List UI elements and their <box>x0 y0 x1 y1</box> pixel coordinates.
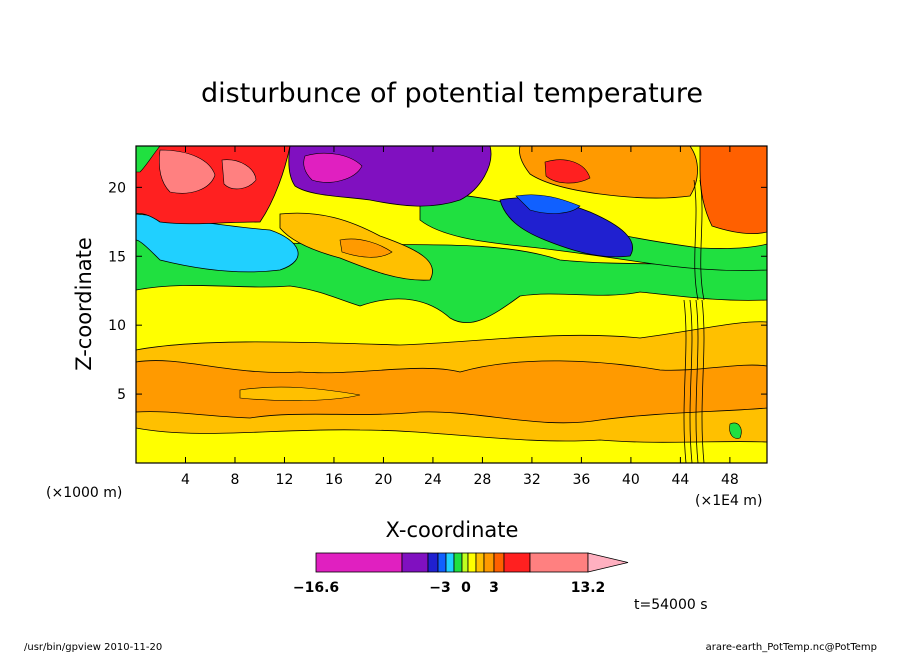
y-tick-label: 10 <box>108 318 126 334</box>
colorbar-segment <box>461 552 469 573</box>
colorbar-tick-label: −3 <box>429 580 450 596</box>
colorbar-segment <box>437 552 447 573</box>
y-tick-label: 5 <box>117 387 126 403</box>
colorbar-tick-label: 3 <box>489 580 499 596</box>
x-tick-label: 36 <box>572 472 590 488</box>
colorbar-segment <box>529 552 589 573</box>
colorbar-segment <box>315 552 403 573</box>
band-top-magenta <box>303 153 363 183</box>
band-top-red-right <box>544 159 591 184</box>
colorbar-extend-arrow <box>587 552 629 573</box>
footer-left: /usr/bin/gpview 2010-11-20 <box>24 642 162 653</box>
band-core-orange <box>136 360 767 424</box>
colorbar-segment <box>401 552 429 573</box>
time-label: t=54000 s <box>634 597 708 613</box>
footer-right: arare-earth_PotTemp.nc@PotTemp <box>706 642 877 653</box>
colorbar-segment <box>445 552 455 573</box>
colorbar-segment <box>503 552 531 573</box>
x-tick-label: 4 <box>181 472 190 488</box>
plot-frame <box>135 145 768 464</box>
x-unit-right: (×1E4 m) <box>695 493 762 509</box>
x-unit-left: (×1000 m) <box>46 485 122 501</box>
colorbar-segment <box>475 552 485 573</box>
x-tick-label: 24 <box>424 472 442 488</box>
x-tick-label: 16 <box>325 472 343 488</box>
band-upper-orange-2 <box>339 238 393 258</box>
y-tick-label: 20 <box>108 180 126 196</box>
y-axis: 5 10 15 20 <box>108 180 767 403</box>
colorbar-segment <box>427 552 439 573</box>
x-tick-label: 8 <box>231 472 240 488</box>
colorbar-segment <box>483 552 495 573</box>
band-top-green-strip <box>136 146 161 173</box>
band-low-green-right <box>729 422 742 439</box>
colorbar-labels: −16.6 −3 0 3 13.2 <box>293 580 605 596</box>
x-tick-label: 44 <box>671 472 689 488</box>
colorbar-segment <box>453 552 463 573</box>
wave-breaking-lines <box>683 179 705 463</box>
colorbar-segment <box>467 552 477 573</box>
colorbar-tick-label: 0 <box>461 580 471 596</box>
colorbar-tick-label: −16.6 <box>293 580 339 596</box>
x-tick-label: 12 <box>276 472 294 488</box>
x-tick-label: 32 <box>523 472 541 488</box>
x-axis: 4 8 12 16 20 24 28 32 36 40 44 48 <box>181 146 739 488</box>
x-tick-label: 28 <box>474 472 492 488</box>
y-axis-title: Z-coordinate <box>72 237 96 371</box>
colorbar-segment <box>493 552 505 573</box>
chart-title: disturbunce of potential temperature <box>201 78 703 109</box>
x-axis-title: X-coordinate <box>386 518 519 542</box>
band-top-blue-mid <box>515 194 581 214</box>
band-top-orange-right <box>519 146 698 199</box>
x-tick-label: 48 <box>721 472 739 488</box>
band-top-pink-left-2 <box>221 159 257 190</box>
colorbar <box>315 552 629 573</box>
band-top-right-edge <box>699 146 767 234</box>
colorbar-tick-label: 13.2 <box>571 580 606 596</box>
y-tick-label: 15 <box>108 249 126 265</box>
band-core-orange-2 <box>239 386 361 401</box>
plot-area <box>136 146 767 463</box>
band-cyan <box>136 213 299 273</box>
band-top-pink-left <box>159 149 216 194</box>
x-tick-label: 20 <box>375 472 393 488</box>
x-tick-label: 40 <box>622 472 640 488</box>
